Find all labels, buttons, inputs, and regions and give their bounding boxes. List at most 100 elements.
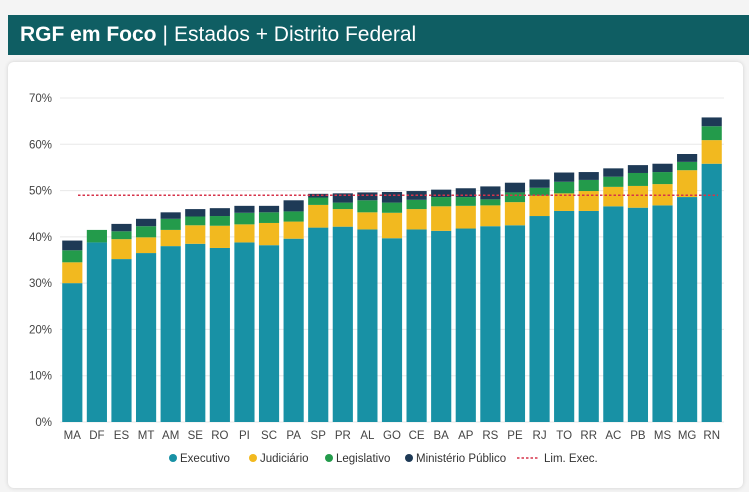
x-tick-label: TO (556, 430, 572, 442)
bar-segment-executivo-sc (258, 245, 280, 422)
legend-marker (169, 454, 177, 462)
bar-segment-judici-rio-pa (283, 221, 304, 239)
bar-segment-legislativo-es (111, 231, 132, 240)
bar-segment-executivo-to (554, 210, 575, 422)
bar-segment-judici-rio-pb (627, 185, 649, 208)
bar-segment-judici-rio-ac (603, 186, 624, 207)
legend-marker (249, 454, 257, 462)
bar-segment-executivo-ba (431, 230, 452, 422)
bar-segment-executivo-df (86, 242, 107, 422)
bar-segment-executivo-sp (308, 227, 329, 422)
bar-segment-executivo-pa (283, 238, 304, 422)
bar-segment-minist-rio-p-blico-ma (62, 240, 83, 251)
bar-segment-executivo-mt (135, 253, 157, 422)
bar-segment-judici-rio-al (357, 212, 378, 230)
chart-panel: 0% 10% 20% 30% 40% 50% 60% 70% MA DF ES MT AM SE RO PI S… (8, 62, 743, 488)
bar-segment-minist-rio-p-blico-am (160, 212, 181, 219)
bar-segment-minist-rio-p-blico-pb (627, 165, 649, 173)
bar-segment-legislativo-sp (308, 197, 329, 205)
x-tick-label: PI (239, 430, 250, 442)
bar-segment-minist-rio-p-blico-al (357, 192, 378, 201)
bar-segment-executivo-ac (603, 206, 624, 422)
x-tick-label: AC (605, 430, 621, 442)
x-tick-label: AM (162, 430, 179, 442)
bar-segment-legislativo-ap (455, 197, 476, 206)
bar-segment-judici-rio-mg (677, 170, 698, 198)
bar-segment-legislativo-pe (504, 192, 526, 203)
bar-segment-legislativo-pb (627, 172, 649, 186)
bar-segment-executivo-al (357, 229, 378, 422)
legend-marker (405, 454, 413, 462)
bar-segment-executivo-pi (234, 242, 255, 422)
bar-segment-minist-rio-p-blico-rn (701, 117, 722, 127)
x-tick-label: PR (335, 430, 351, 442)
x-tick-label: DF (89, 430, 104, 442)
bar-segment-minist-rio-p-blico-rr (578, 172, 599, 180)
bar-segment-minist-rio-p-blico-mg (677, 154, 698, 162)
bar-segment-judici-rio-to (554, 193, 575, 211)
header-separator: | (162, 23, 168, 46)
bar-segment-legislativo-se (185, 216, 206, 226)
bar-segment-legislativo-rs (480, 199, 501, 206)
legend-marker (325, 454, 333, 462)
x-tick-label: SC (261, 430, 277, 442)
x-tick-label: RS (482, 430, 498, 442)
bar-segment-executivo-ce (406, 229, 427, 422)
y-tick-label: 10% (29, 371, 52, 383)
bar-segment-legislativo-rj (529, 187, 550, 196)
bar-segment-judici-rio-rj (529, 195, 550, 217)
x-tick-label: PA (286, 430, 301, 442)
bar-segment-minist-rio-p-blico-ap (455, 188, 476, 198)
x-tick-label: RO (211, 430, 228, 442)
bar-segment-judici-rio-ap (455, 205, 476, 229)
bar-segment-executivo-rj (529, 216, 550, 422)
bar-segment-minist-rio-p-blico-se (185, 209, 206, 217)
legend-label: Ministério Público (416, 453, 506, 465)
bar-segment-legislativo-to (554, 181, 575, 194)
x-tick-label: PB (630, 430, 646, 442)
bar-segment-executivo-es (111, 259, 132, 422)
x-tick-label: GO (383, 430, 401, 442)
legend-label: Executivo (180, 453, 230, 465)
bar-segment-judici-rio-pi (234, 224, 255, 243)
bar-segment-legislativo-ce (406, 199, 427, 210)
x-tick-label: SE (188, 430, 204, 442)
bar-segment-executivo-pe (504, 225, 526, 422)
bar-segment-minist-rio-p-blico-pi (234, 205, 255, 213)
report-header: RGF em Foco | Estados + Distrito Federal (8, 15, 749, 55)
x-tick-label: MT (138, 430, 155, 442)
bar-segment-legislativo-mt (135, 226, 157, 238)
bar-segment-judici-rio-rr (578, 191, 599, 211)
bar-segment-minist-rio-p-blico-sc (258, 205, 280, 213)
bar-segment-judici-rio-ma (62, 262, 83, 284)
bar-segment-executivo-rs (480, 226, 501, 422)
bar-segment-legislativo-pi (234, 212, 255, 225)
legend-label: Legislativo (336, 453, 390, 465)
header-title-rest: Estados + Distrito Federal (173, 23, 417, 46)
bar-segment-legislativo-rr (578, 179, 599, 192)
bar-segment-minist-rio-p-blico-es (111, 223, 132, 232)
x-tick-label: RJ (533, 430, 547, 442)
bar-segment-legislativo-ro (209, 216, 230, 226)
bar-segment-judici-rio-ba (431, 206, 452, 231)
bar-segment-executivo-ms (652, 205, 673, 422)
bar-segment-minist-rio-p-blico-mt (135, 218, 157, 227)
bar-segment-legislativo-al (357, 200, 378, 213)
bar-segment-minist-rio-p-blico-pe (504, 182, 526, 193)
bar-segment-judici-rio-ro (209, 225, 230, 248)
bar-segment-judici-rio-rn (701, 140, 722, 164)
bar-segment-judici-rio-rs (480, 205, 501, 227)
bar-segment-judici-rio-sp (308, 204, 329, 228)
x-tick-label: SP (311, 430, 327, 442)
legend-label: Judiciário (260, 453, 309, 465)
x-tick-label: MS (654, 430, 672, 442)
bar-segment-judici-rio-es (111, 239, 132, 260)
y-tick-label: 40% (29, 232, 52, 244)
y-tick-label: 70% (29, 93, 52, 105)
bar-segment-executivo-pr (332, 226, 353, 422)
bar-segment-legislativo-am (160, 218, 181, 230)
bar-segment-minist-rio-p-blico-pa (283, 200, 304, 212)
bar-segment-judici-rio-sc (258, 222, 280, 246)
x-tick-label: ES (114, 430, 130, 442)
